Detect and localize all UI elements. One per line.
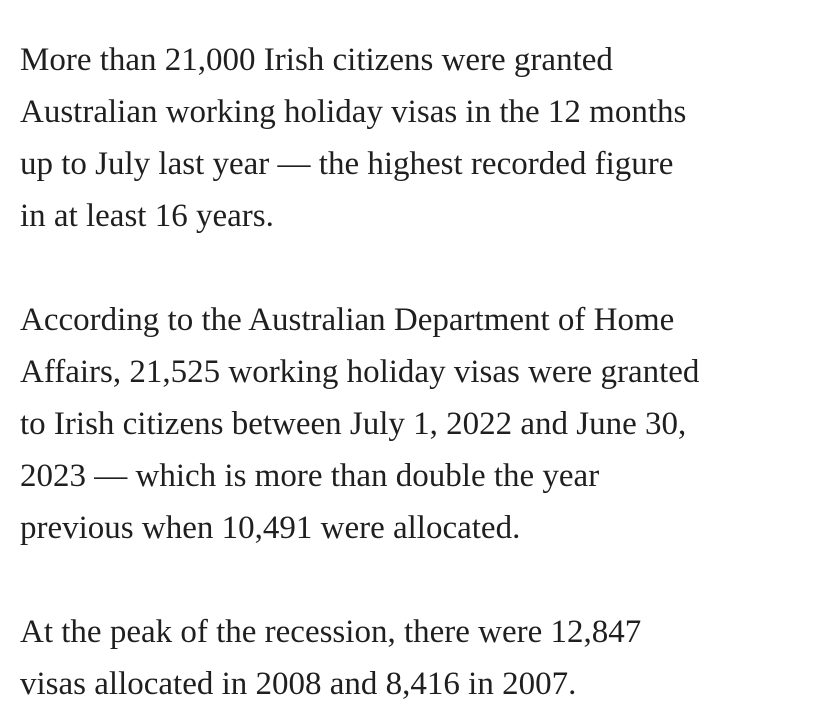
text-line: up to July last year — the highest recor…	[20, 146, 674, 182]
paragraph: According to the Australian Department o…	[20, 294, 808, 554]
text-line: Australian working holiday visas in the …	[20, 94, 687, 130]
text-line: to Irish citizens between July 1, 2022 a…	[20, 406, 687, 442]
text-line: At the peak of the recession, there were…	[20, 614, 642, 650]
paragraph: At the peak of the recession, there were…	[20, 606, 808, 710]
text-line: visas allocated in 2008 and 8,416 in 200…	[20, 666, 577, 702]
text-line: in at least 16 years.	[20, 198, 274, 234]
text-line: According to the Australian Department o…	[20, 302, 675, 338]
text-line: More than 21,000 Irish citizens were gra…	[20, 42, 613, 78]
paragraph: More than 21,000 Irish citizens were gra…	[20, 34, 808, 242]
text-line: 2023 — which is more than double the yea…	[20, 458, 600, 494]
text-line: previous when 10,491 were allocated.	[20, 510, 521, 546]
text-line: Affairs, 21,525 working holiday visas we…	[20, 354, 700, 390]
